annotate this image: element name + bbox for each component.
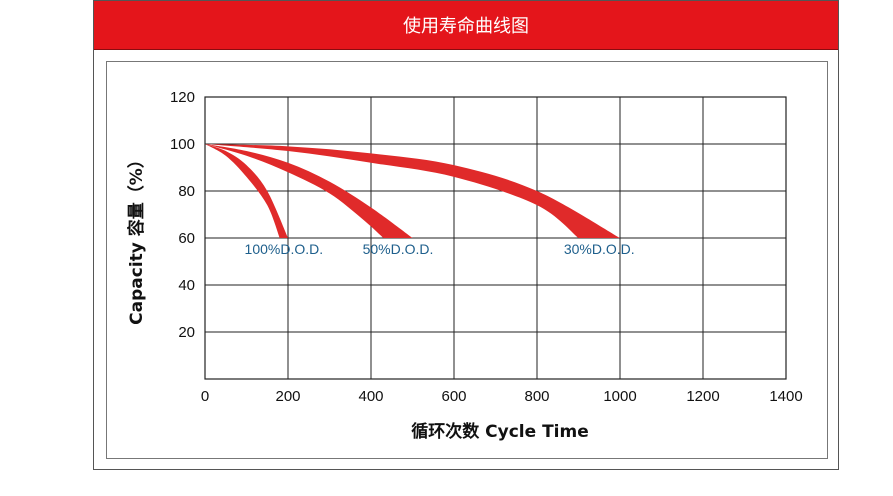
y-tick-label: 120 [170, 89, 195, 106]
x-axis-title: 循环次数 Cycle Time [411, 421, 589, 442]
x-tick-label: 1200 [686, 388, 719, 405]
y-tick-label: 60 [178, 230, 195, 247]
y-tick-label: 20 [178, 324, 195, 341]
y-tick-label: 100 [170, 136, 195, 153]
chart-panel [106, 61, 828, 459]
dod-label-1: 100%D.O.D. [245, 241, 324, 257]
x-tick-label: 200 [275, 388, 300, 405]
dod-bands [205, 144, 620, 238]
dod-label-3: 30%D.O.D. [564, 241, 635, 257]
y-tick-label: 40 [178, 277, 195, 294]
dod-labels: 100%D.O.D. 50%D.O.D. 30%D.O.D. [245, 241, 635, 257]
dod-label-2: 50%D.O.D. [363, 241, 434, 257]
y-tick-label: 80 [178, 183, 195, 200]
dod-band-3 [205, 144, 620, 238]
grid [204, 96, 787, 380]
chart-frame: 使用寿命曲线图 [93, 0, 839, 470]
x-tick-label: 800 [524, 388, 549, 405]
dod-band-1 [205, 144, 288, 238]
x-tick-label: 600 [441, 388, 466, 405]
y-axis-title: Capacity 容量（%） [126, 151, 147, 325]
x-tick-label: 1000 [603, 388, 636, 405]
chart-banner-title: 使用寿命曲线图 [94, 1, 838, 50]
dod-band-2 [205, 144, 413, 238]
x-tick-label: 400 [358, 388, 383, 405]
x-tick-label: 0 [201, 388, 209, 405]
tick-labels: 0 200 400 600 800 1000 1200 1400 20 40 60 80 100 120 [170, 89, 803, 405]
x-tick-label: 1400 [769, 388, 802, 405]
